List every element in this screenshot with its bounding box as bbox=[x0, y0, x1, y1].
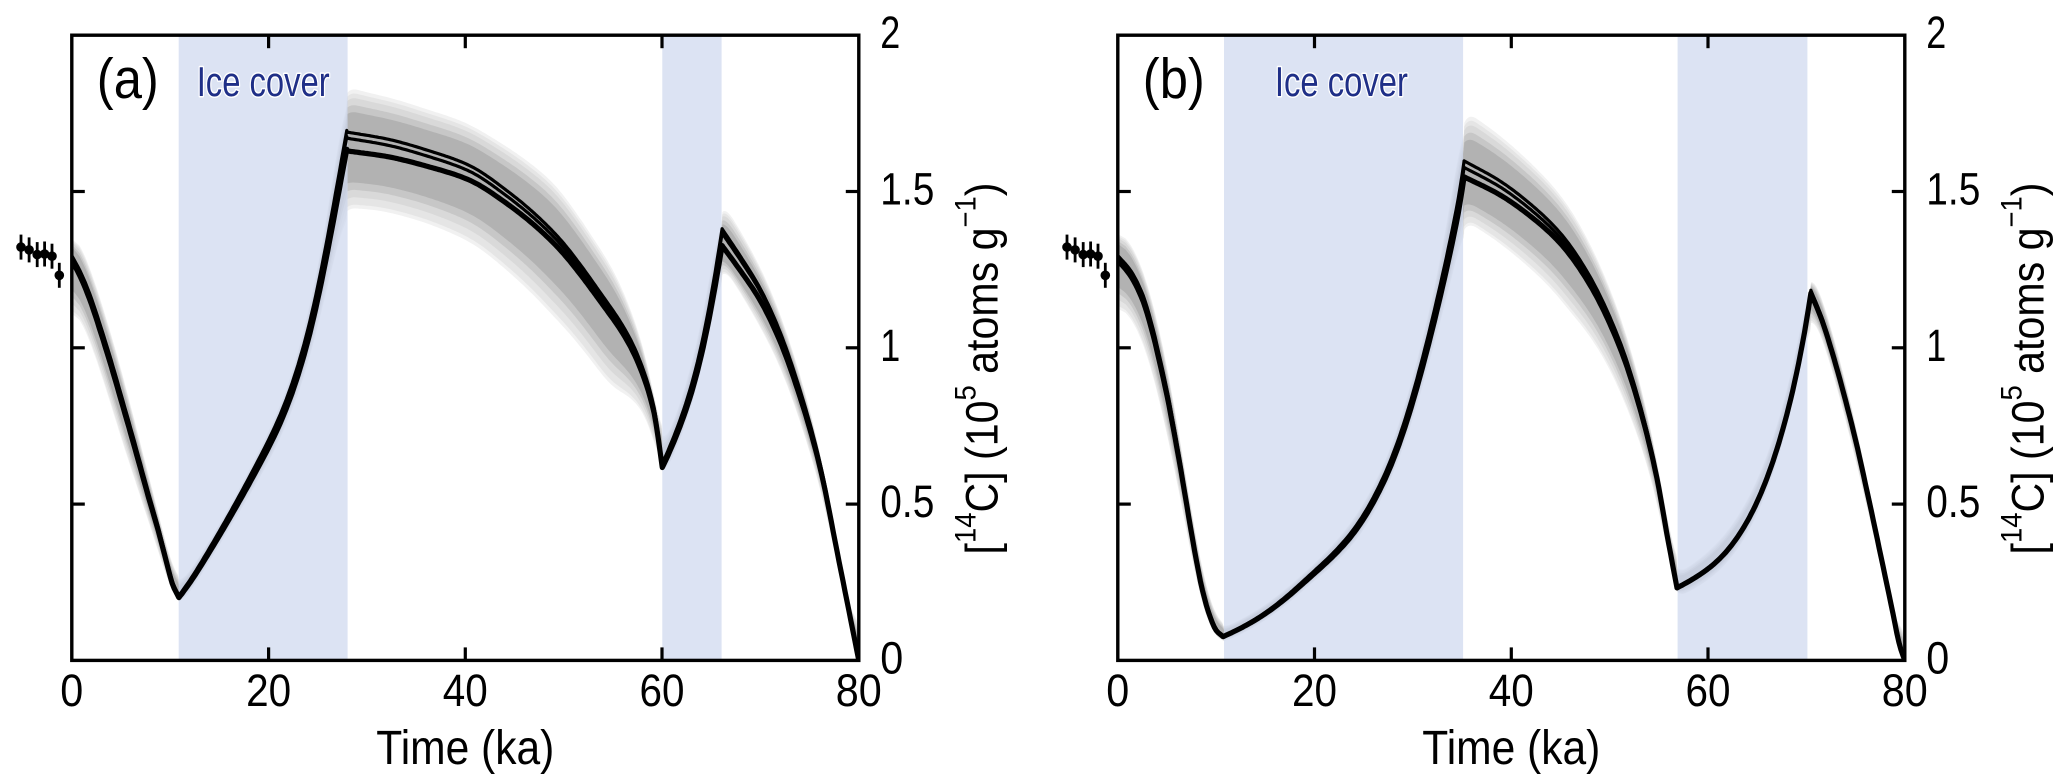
svg-text:0: 0 bbox=[880, 632, 903, 683]
svg-text:0: 0 bbox=[60, 665, 83, 716]
svg-text:0.5: 0.5 bbox=[880, 476, 934, 527]
svg-text:1.5: 1.5 bbox=[880, 164, 934, 215]
svg-text:80: 80 bbox=[836, 665, 882, 716]
svg-text:Ice cover: Ice cover bbox=[1275, 58, 1408, 105]
svg-text:80: 80 bbox=[1882, 665, 1928, 716]
svg-text:0: 0 bbox=[1926, 632, 1949, 683]
svg-text:1: 1 bbox=[880, 320, 900, 371]
svg-text:1: 1 bbox=[1926, 320, 1946, 371]
svg-text:2: 2 bbox=[1926, 7, 1946, 58]
svg-text:20: 20 bbox=[1292, 665, 1337, 716]
svg-text:Time (ka): Time (ka) bbox=[1422, 722, 1600, 775]
svg-text:[14C] (105 atoms g−1): [14C] (105 atoms g−1) bbox=[949, 183, 1007, 555]
svg-text:0.5: 0.5 bbox=[1926, 476, 1980, 527]
svg-text:20: 20 bbox=[246, 665, 291, 716]
svg-text:Ice cover: Ice cover bbox=[197, 58, 330, 105]
svg-text:(a): (a) bbox=[97, 47, 159, 111]
svg-text:1.5: 1.5 bbox=[1926, 164, 1980, 215]
svg-text:Time (ka): Time (ka) bbox=[376, 722, 554, 775]
svg-text:0: 0 bbox=[1106, 665, 1129, 716]
svg-text:2: 2 bbox=[880, 7, 900, 58]
svg-text:60: 60 bbox=[1686, 665, 1731, 716]
svg-text:60: 60 bbox=[640, 665, 685, 716]
svg-text:(b): (b) bbox=[1143, 47, 1205, 111]
svg-text:40: 40 bbox=[443, 665, 488, 716]
svg-text:[14C] (105 atoms g−1): [14C] (105 atoms g−1) bbox=[1995, 183, 2053, 555]
svg-text:40: 40 bbox=[1489, 665, 1534, 716]
